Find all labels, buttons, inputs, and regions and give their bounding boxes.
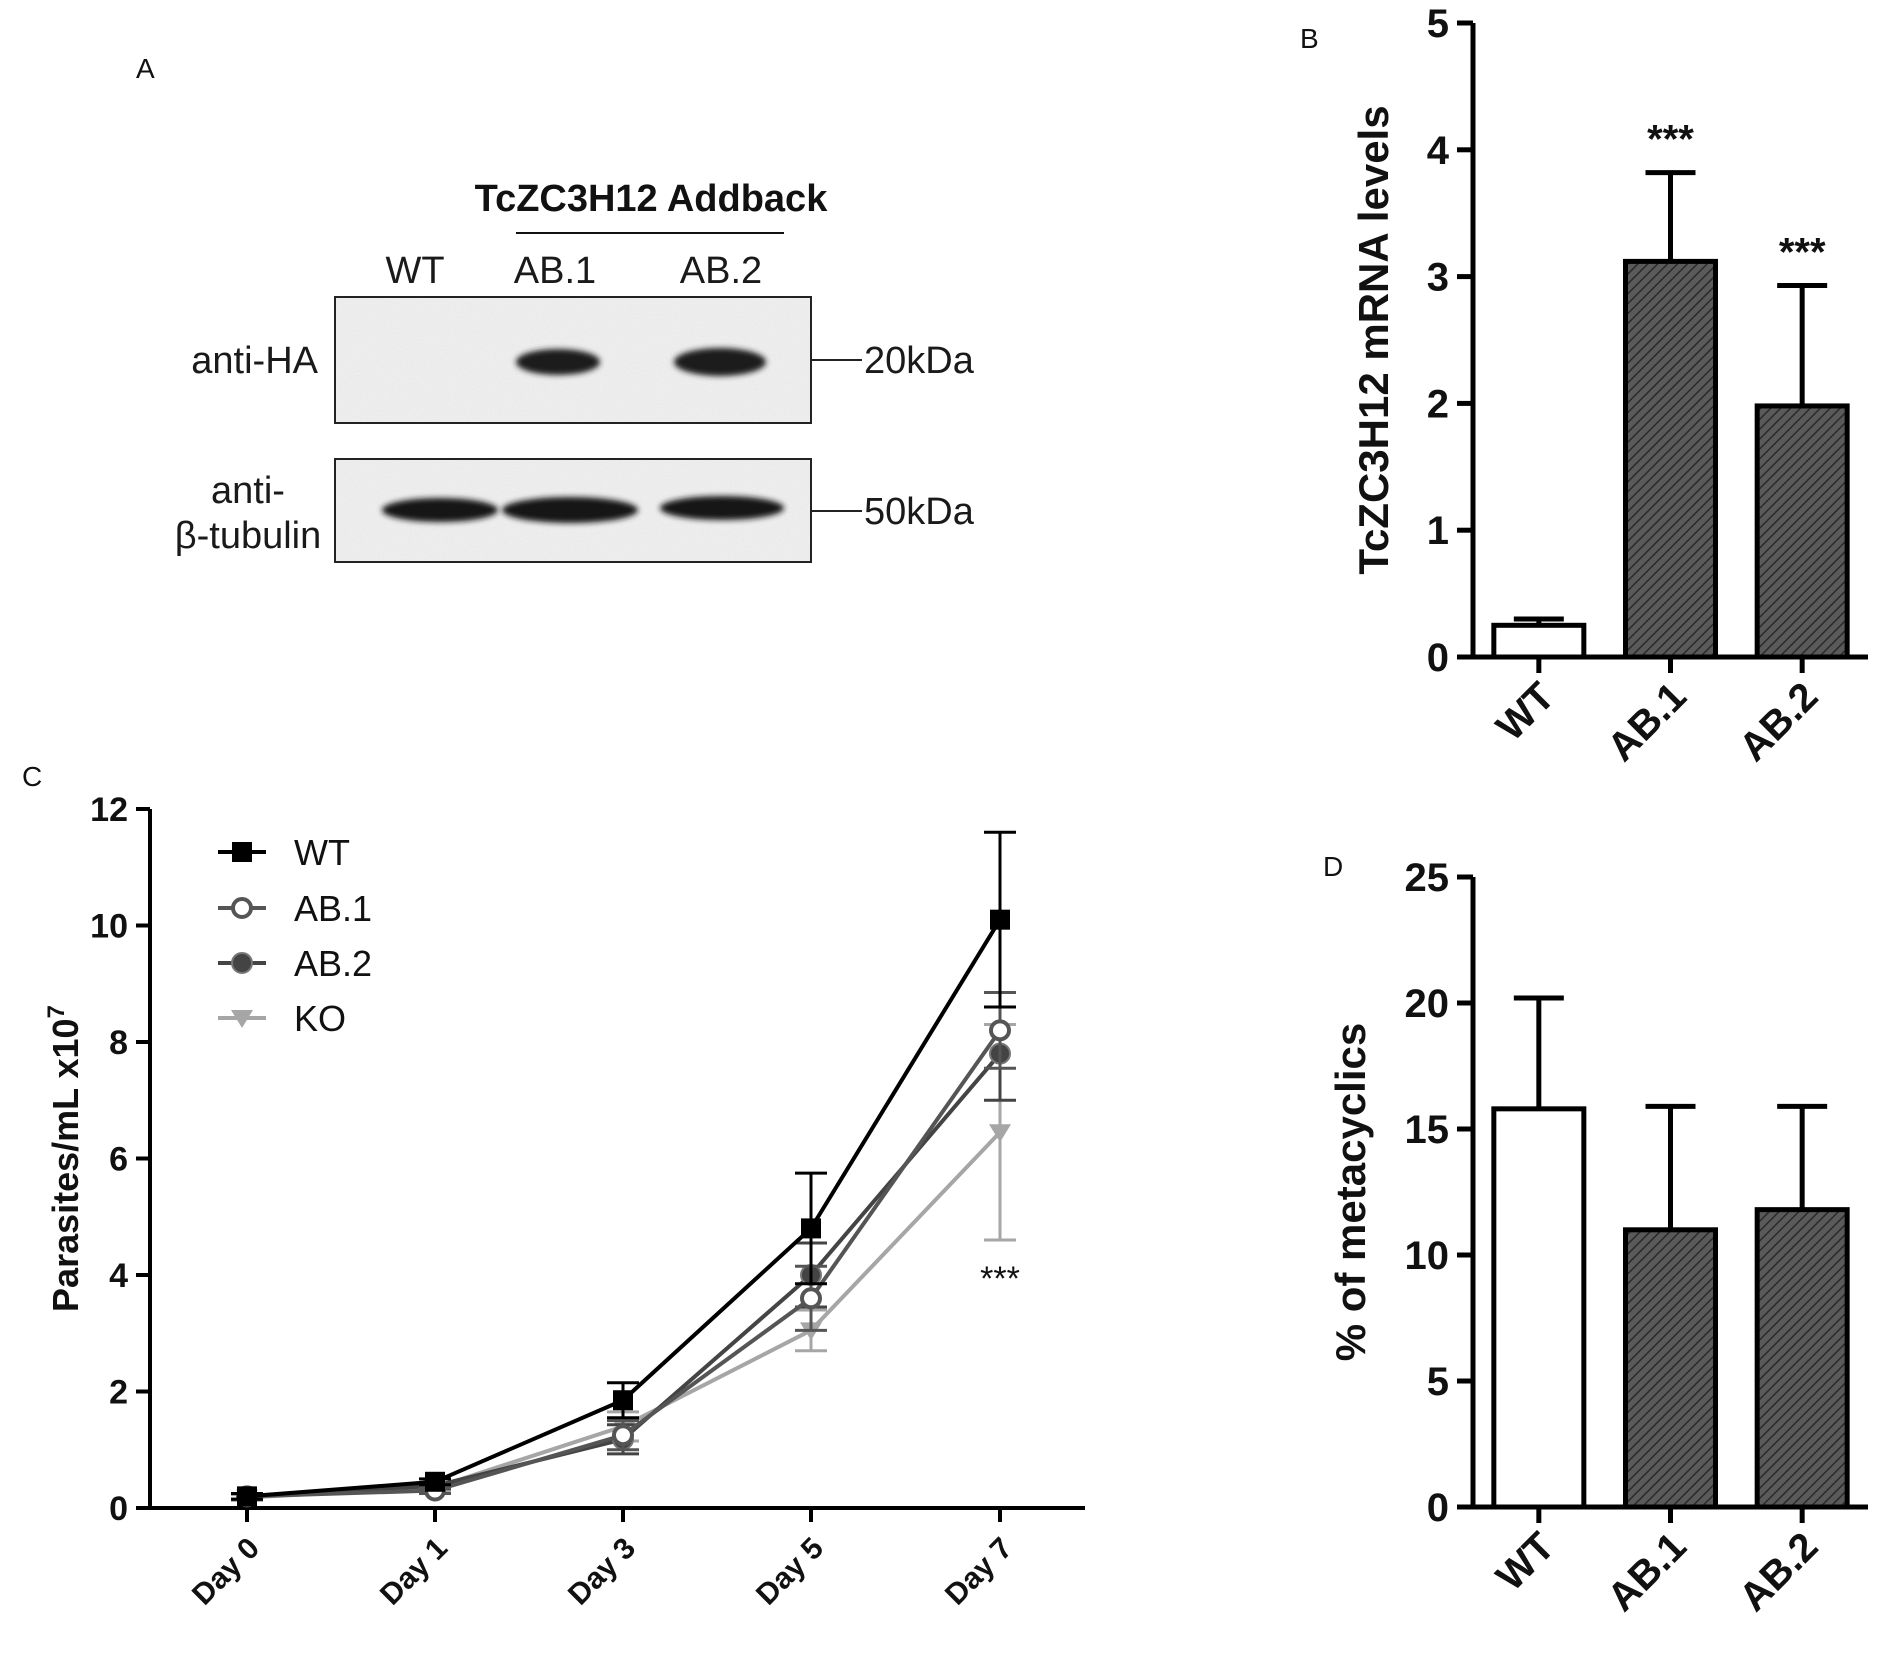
growth-y-tick-label: 4 (109, 1257, 128, 1295)
mrna-bar (1754, 403, 1850, 660)
panel-label-d: D (1323, 851, 1343, 882)
metacyclic-y-tick-label: 10 (1405, 1234, 1450, 1278)
metacyclic-bar (1754, 1207, 1850, 1510)
panel-b: B 0 1 2 3 4 5 TcZC3H12 mRNA levels WT AB.1 *** AB.… (1300, 2, 1868, 770)
series-point-ab1 (800, 1287, 822, 1310)
series-point-ab1 (989, 1019, 1011, 1042)
legend-label-ab1: AB.1 (294, 888, 372, 929)
blot-lane-ab1: AB.1 (514, 250, 596, 292)
panel-d: D 0 5 10 15 20 25 % of metacyclics WT AB.1 AB.2 (1323, 851, 1868, 1620)
blot-group-header: TcZC3H12 Addback (475, 178, 829, 220)
legend-marker-ab2 (231, 952, 253, 974)
growth-y-tick-label: 2 (109, 1374, 128, 1412)
mrna-y-tick-label: 3 (1427, 256, 1449, 300)
growth-x-tick-label: Day 7 (939, 1532, 1019, 1612)
mrna-bar (1623, 258, 1718, 660)
series-point-wt (990, 909, 1010, 930)
metacyclic-y-tick-label: 0 (1427, 1486, 1449, 1530)
blot-membrane-anti-ha (334, 296, 812, 424)
growth-legend: WT AB.1 AB.2 KO (218, 832, 372, 1039)
growth-x-tick-label: Day 0 (186, 1532, 266, 1612)
panel-c: C 0 2 4 6 8 10 12 Parasites/mL x107 Day 0 Day 1 Da… (22, 761, 1085, 1612)
panel-label-b: B (1300, 23, 1319, 54)
chart-mrna-levels: 0 1 2 3 4 5 TcZC3H12 mRNA levels WT AB.1 *** AB.2 *… (1350, 2, 1868, 770)
blot-row-label-beta-tubulin: β-tubulin (175, 515, 322, 557)
series-point-wt (801, 1218, 821, 1239)
chart-growth-curve: 0 2 4 6 8 10 12 Parasites/mL x107 Day 0 Day 1 Day … (43, 791, 1085, 1612)
mrna-y-tick-label: 1 (1427, 509, 1449, 553)
panel-label-a: A (136, 53, 155, 84)
series-point-wt (425, 1471, 445, 1492)
metacyclic-x-tick-label: AB.1 (1599, 1524, 1695, 1620)
mrna-x-tick-label: WT (1488, 674, 1563, 749)
metacyclic-y-tick-label: 20 (1405, 982, 1450, 1026)
metacyclic-bar (1491, 1106, 1587, 1510)
growth-y-tick-label: 10 (90, 908, 128, 946)
marker-20kda: 20kDa (864, 340, 975, 382)
growth-y-tick-label: 12 (90, 791, 128, 829)
mrna-bar (1491, 622, 1587, 660)
blot-row-label-anti: anti- (211, 470, 285, 512)
mrna-y-axis-title: TcZC3H12 mRNA levels (1350, 105, 1397, 574)
metacyclic-y-tick-label: 25 (1405, 856, 1450, 900)
legend-label-wt: WT (294, 832, 350, 873)
metacyclic-y-tick-label: 15 (1405, 1108, 1450, 1152)
blot-row-label-anti-ha: anti-HA (191, 340, 318, 382)
series-point-ko (989, 1124, 1011, 1143)
mrna-y-tick-label: 5 (1427, 2, 1449, 46)
mrna-y-tick-label: 2 (1427, 382, 1449, 426)
growth-y-axis-title: Parasites/mL x107 (43, 1005, 86, 1312)
marker-50kda: 50kDa (864, 491, 975, 533)
mrna-significance: *** (1647, 118, 1694, 162)
band-ab1-ha (516, 349, 600, 375)
legend-marker-ko (231, 1010, 253, 1028)
legend-marker-wt (232, 842, 252, 862)
growth-x-tick-label: Day 1 (374, 1532, 454, 1612)
metacyclic-bar (1623, 1227, 1718, 1510)
metacyclic-x-tick-label: AB.2 (1731, 1524, 1827, 1620)
growth-x-tick-label: Day 3 (562, 1532, 642, 1612)
legend-label-ab2: AB.2 (294, 943, 372, 984)
growth-y-tick-label: 0 (109, 1490, 128, 1528)
mrna-y-tick-label: 4 (1427, 129, 1450, 173)
legend-marker-ab1 (231, 897, 253, 919)
growth-significance: *** (980, 1260, 1020, 1298)
chart-metacyclics: 0 5 10 15 20 25 % of metacyclics WT AB.1 AB.2 (1327, 856, 1868, 1620)
mrna-x-tick-label: AB.2 (1731, 674, 1827, 770)
series-point-ab1 (612, 1424, 634, 1447)
mrna-y-tick-label: 0 (1427, 636, 1449, 680)
blot-lane-ab2: AB.2 (680, 250, 762, 292)
series-point-wt (613, 1390, 633, 1411)
band-ab1-tubulin (502, 497, 638, 523)
panel-a: A TcZC3H12 Addback WT AB.1 AB.2 anti-HA … (136, 53, 975, 563)
band-ab2-ha (674, 348, 766, 376)
series-point-wt (237, 1486, 257, 1507)
blot-lane-wt: WT (385, 250, 444, 292)
panel-label-c: C (22, 761, 42, 792)
metacyclic-x-tick-label: WT (1488, 1524, 1563, 1599)
band-ab2-tubulin (660, 496, 784, 520)
mrna-significance: *** (1779, 230, 1826, 274)
growth-y-tick-label: 6 (109, 1141, 128, 1179)
band-wt-tubulin (382, 498, 498, 522)
metacyclic-y-axis-title: % of metacyclics (1327, 1023, 1374, 1362)
mrna-x-tick-label: AB.1 (1599, 674, 1695, 770)
legend-label-ko: KO (294, 998, 346, 1039)
growth-x-tick-label: Day 5 (750, 1532, 830, 1612)
growth-y-tick-label: 8 (109, 1024, 128, 1062)
blot-membrane-beta-tubulin (334, 458, 812, 563)
metacyclic-y-tick-label: 5 (1427, 1360, 1449, 1404)
